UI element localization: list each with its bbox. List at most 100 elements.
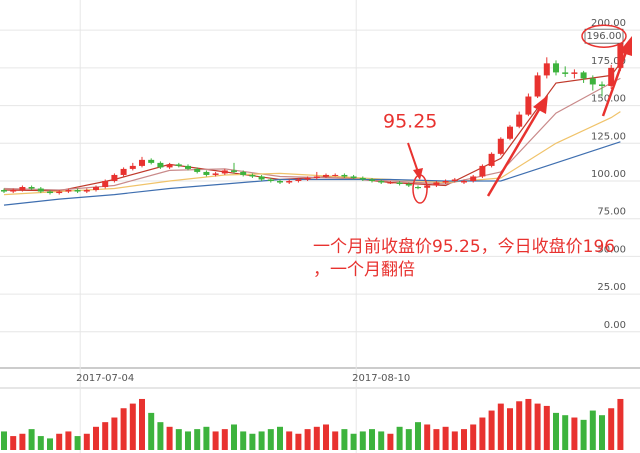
- volume-bar: [396, 426, 403, 450]
- ma-line: [3, 77, 621, 191]
- candle-body: [120, 168, 127, 175]
- highlight-circle: [581, 24, 627, 48]
- volume-bar: [286, 431, 293, 450]
- volume-bar: [111, 417, 118, 450]
- volume-bar: [240, 431, 247, 450]
- volume-bar: [19, 433, 26, 450]
- volume-bar: [442, 426, 449, 450]
- volume-bar: [415, 422, 421, 450]
- volume-bar: [562, 415, 569, 450]
- candle-body: [19, 187, 26, 191]
- volume-bar: [350, 433, 357, 450]
- candle-body: [175, 164, 182, 166]
- volume-bar: [175, 429, 182, 450]
- volume-bar: [553, 412, 559, 450]
- annotations: 95.25 一个月前收盘价95.25，今日收盘价196 ，一个月翻倍 196.0…: [313, 24, 632, 280]
- candle-body: [378, 180, 385, 183]
- last-price-label: 196.00: [587, 31, 622, 42]
- candle-body: [295, 179, 302, 181]
- candle-body: [525, 96, 532, 115]
- arrow: [407, 142, 419, 173]
- candle-body: [1, 190, 7, 192]
- candle-body: [231, 170, 237, 172]
- volume-bar: [139, 398, 145, 450]
- candle-body: [470, 176, 477, 181]
- candle-body: [304, 177, 311, 180]
- volume-bar: [166, 426, 173, 450]
- candle-body: [129, 165, 136, 169]
- arrow: [601, 51, 628, 117]
- annotation-text: ，一个月翻倍: [313, 260, 415, 280]
- volume-bar: [74, 436, 81, 450]
- candle-body: [580, 72, 587, 79]
- annotation-price: 95.25: [383, 111, 437, 133]
- candle-body: [543, 63, 550, 76]
- candle-body: [479, 165, 486, 177]
- arrow: [486, 107, 542, 197]
- candle-body: [405, 184, 412, 186]
- volume-bar: [10, 436, 17, 450]
- annotation-text: 一个月前收盘价95.25，今日收盘价196: [313, 237, 615, 257]
- volume-bar: [543, 405, 550, 450]
- candle-body: [157, 162, 164, 168]
- volume-bar: [359, 431, 366, 450]
- candle-body: [433, 182, 440, 186]
- volume-bar: [332, 431, 339, 450]
- volume-bar: [497, 403, 504, 450]
- candle-body: [497, 138, 504, 154]
- volume-bar: [129, 403, 136, 450]
- x-tick-label: 2017-07-04: [76, 373, 134, 384]
- candle-body: [194, 168, 201, 172]
- candle-body: [203, 171, 210, 175]
- volume-bar: [387, 433, 394, 450]
- volume-bar: [267, 429, 274, 450]
- volume-bar: [470, 424, 477, 450]
- candle-body: [221, 170, 228, 174]
- candle-body: [185, 165, 191, 169]
- y-tick-label: 200.00: [591, 18, 626, 29]
- candle-body: [599, 84, 605, 86]
- candle-body: [102, 180, 109, 188]
- candle-body: [442, 180, 449, 183]
- volume-bar: [323, 424, 329, 450]
- volume-bar: [599, 415, 605, 450]
- volume-bar: [525, 398, 532, 450]
- volume-bar: [571, 417, 578, 450]
- plot-area: [1, 30, 624, 450]
- candle-body: [359, 177, 366, 180]
- volume-bar: [516, 401, 523, 450]
- candle-body: [212, 173, 219, 175]
- volume-bar: [433, 429, 440, 450]
- candle-body: [589, 78, 596, 85]
- candle-body: [451, 179, 458, 181]
- volume-bar: [185, 431, 191, 450]
- arrow-head: [533, 95, 548, 114]
- volume-bar: [83, 433, 90, 450]
- candle-body: [516, 114, 523, 127]
- candle-body: [461, 180, 467, 183]
- volume-bar: [203, 426, 210, 450]
- volume-bar: [194, 429, 201, 450]
- candle-body: [56, 191, 63, 194]
- volume-bar: [1, 431, 7, 450]
- candle-body: [507, 126, 513, 139]
- volume-bar: [56, 433, 63, 450]
- volume-bar: [65, 431, 72, 450]
- candle-body: [28, 187, 35, 189]
- volume-bar: [369, 429, 375, 450]
- volume-bar: [451, 431, 458, 450]
- candle-body: [139, 159, 145, 166]
- volume-bar: [479, 417, 486, 450]
- volume-bar: [212, 431, 219, 450]
- candle-body: [341, 174, 348, 177]
- volume-bar: [258, 431, 265, 450]
- candle-body: [488, 153, 495, 166]
- volume-bar: [378, 431, 385, 450]
- volume-bar: [102, 422, 109, 450]
- candle-body: [396, 182, 403, 184]
- candle-body: [562, 72, 569, 74]
- volume-bar: [231, 424, 237, 450]
- volume-bar: [221, 429, 228, 450]
